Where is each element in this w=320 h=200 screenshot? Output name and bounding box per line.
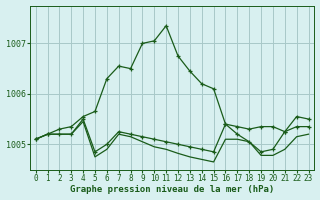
X-axis label: Graphe pression niveau de la mer (hPa): Graphe pression niveau de la mer (hPa) — [70, 185, 274, 194]
